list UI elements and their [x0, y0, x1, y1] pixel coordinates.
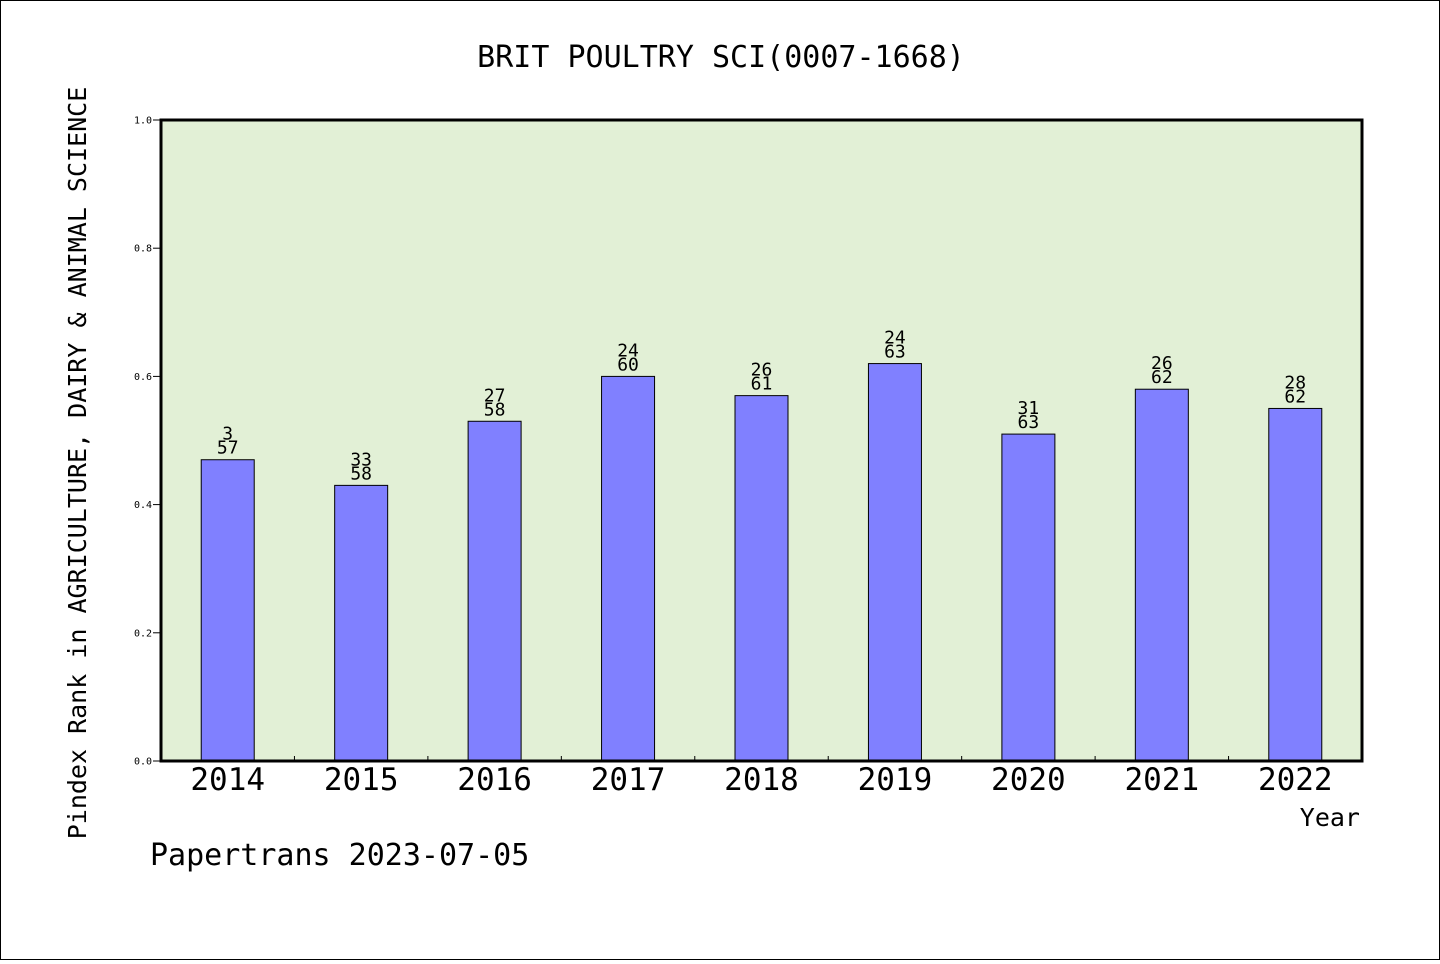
x-tick-label: 2021: [1125, 762, 1200, 798]
bar-total-label: 58: [484, 399, 506, 420]
y-tick-label: 0.0: [134, 757, 152, 768]
bar-rank-label: 26: [751, 360, 773, 381]
bar-total-label: 63: [884, 342, 906, 363]
y-tick-label: 0.4: [134, 500, 152, 511]
bar-2020: [1001, 433, 1056, 762]
bar-2014: [200, 459, 255, 762]
bar-2016: [467, 420, 522, 762]
bar-2017: [601, 375, 656, 762]
x-tick-label: 2014: [190, 762, 265, 798]
bar-rank-label: 26: [1151, 353, 1173, 374]
bar-rank-label: 24: [617, 340, 639, 361]
y-tick-label: 0.2: [134, 628, 152, 639]
bar-rank-label: 31: [1018, 398, 1040, 419]
bar-rank-label: 28: [1284, 372, 1306, 393]
plot-border: [159, 118, 1364, 763]
x-tick-label: 2016: [457, 762, 532, 798]
footer-source-date: Papertrans 2023-07-05: [150, 838, 529, 873]
y-axis-label: Pindex Rank in AGRICULTURE, DAIRY & ANIM…: [63, 87, 92, 840]
bar-rank-label: 24: [884, 328, 906, 349]
bar-rank-label: 33: [350, 449, 372, 470]
y-tick-label: 0.6: [134, 372, 152, 383]
x-tick-label: 2020: [991, 762, 1066, 798]
bar-2019: [867, 363, 922, 762]
x-tick-label: 2015: [324, 762, 399, 798]
bar-rank-label: 3: [222, 424, 233, 445]
bar-total-label: 57: [217, 438, 239, 459]
x-tick-label: 2019: [858, 762, 933, 798]
y-tick-label: 1.0: [134, 116, 152, 127]
bar-total-label: 63: [1018, 412, 1040, 433]
bar-total-label: 58: [350, 463, 372, 484]
y-axis-ticks: 0.0 0.2 0.4 0.6 0.8 1.0: [134, 116, 161, 768]
chart-title: BRIT POULTRY SCI(0007-1668): [477, 40, 965, 75]
x-axis-ticks: 2014 2015 2016 2017 2018 2019 2020 2021 2022: [190, 756, 1333, 798]
x-tick-label: 2017: [591, 762, 666, 798]
x-tick-label: 2022: [1258, 762, 1333, 798]
y-tick-label: 0.8: [134, 244, 152, 255]
bar-total-label: 60: [617, 354, 639, 375]
x-axis-label: Year: [1300, 803, 1360, 832]
x-tick-label: 2018: [724, 762, 799, 798]
bar-2015: [334, 484, 389, 762]
bar-total-label: 62: [1151, 367, 1173, 388]
bar-2018: [734, 395, 789, 762]
bar-total-label: 61: [751, 374, 773, 395]
bar-2022: [1268, 407, 1323, 762]
bars: [200, 363, 1323, 762]
bar-2021: [1134, 388, 1189, 762]
bar-rank-label: 27: [484, 385, 506, 406]
bar-total-label: 62: [1284, 386, 1306, 407]
